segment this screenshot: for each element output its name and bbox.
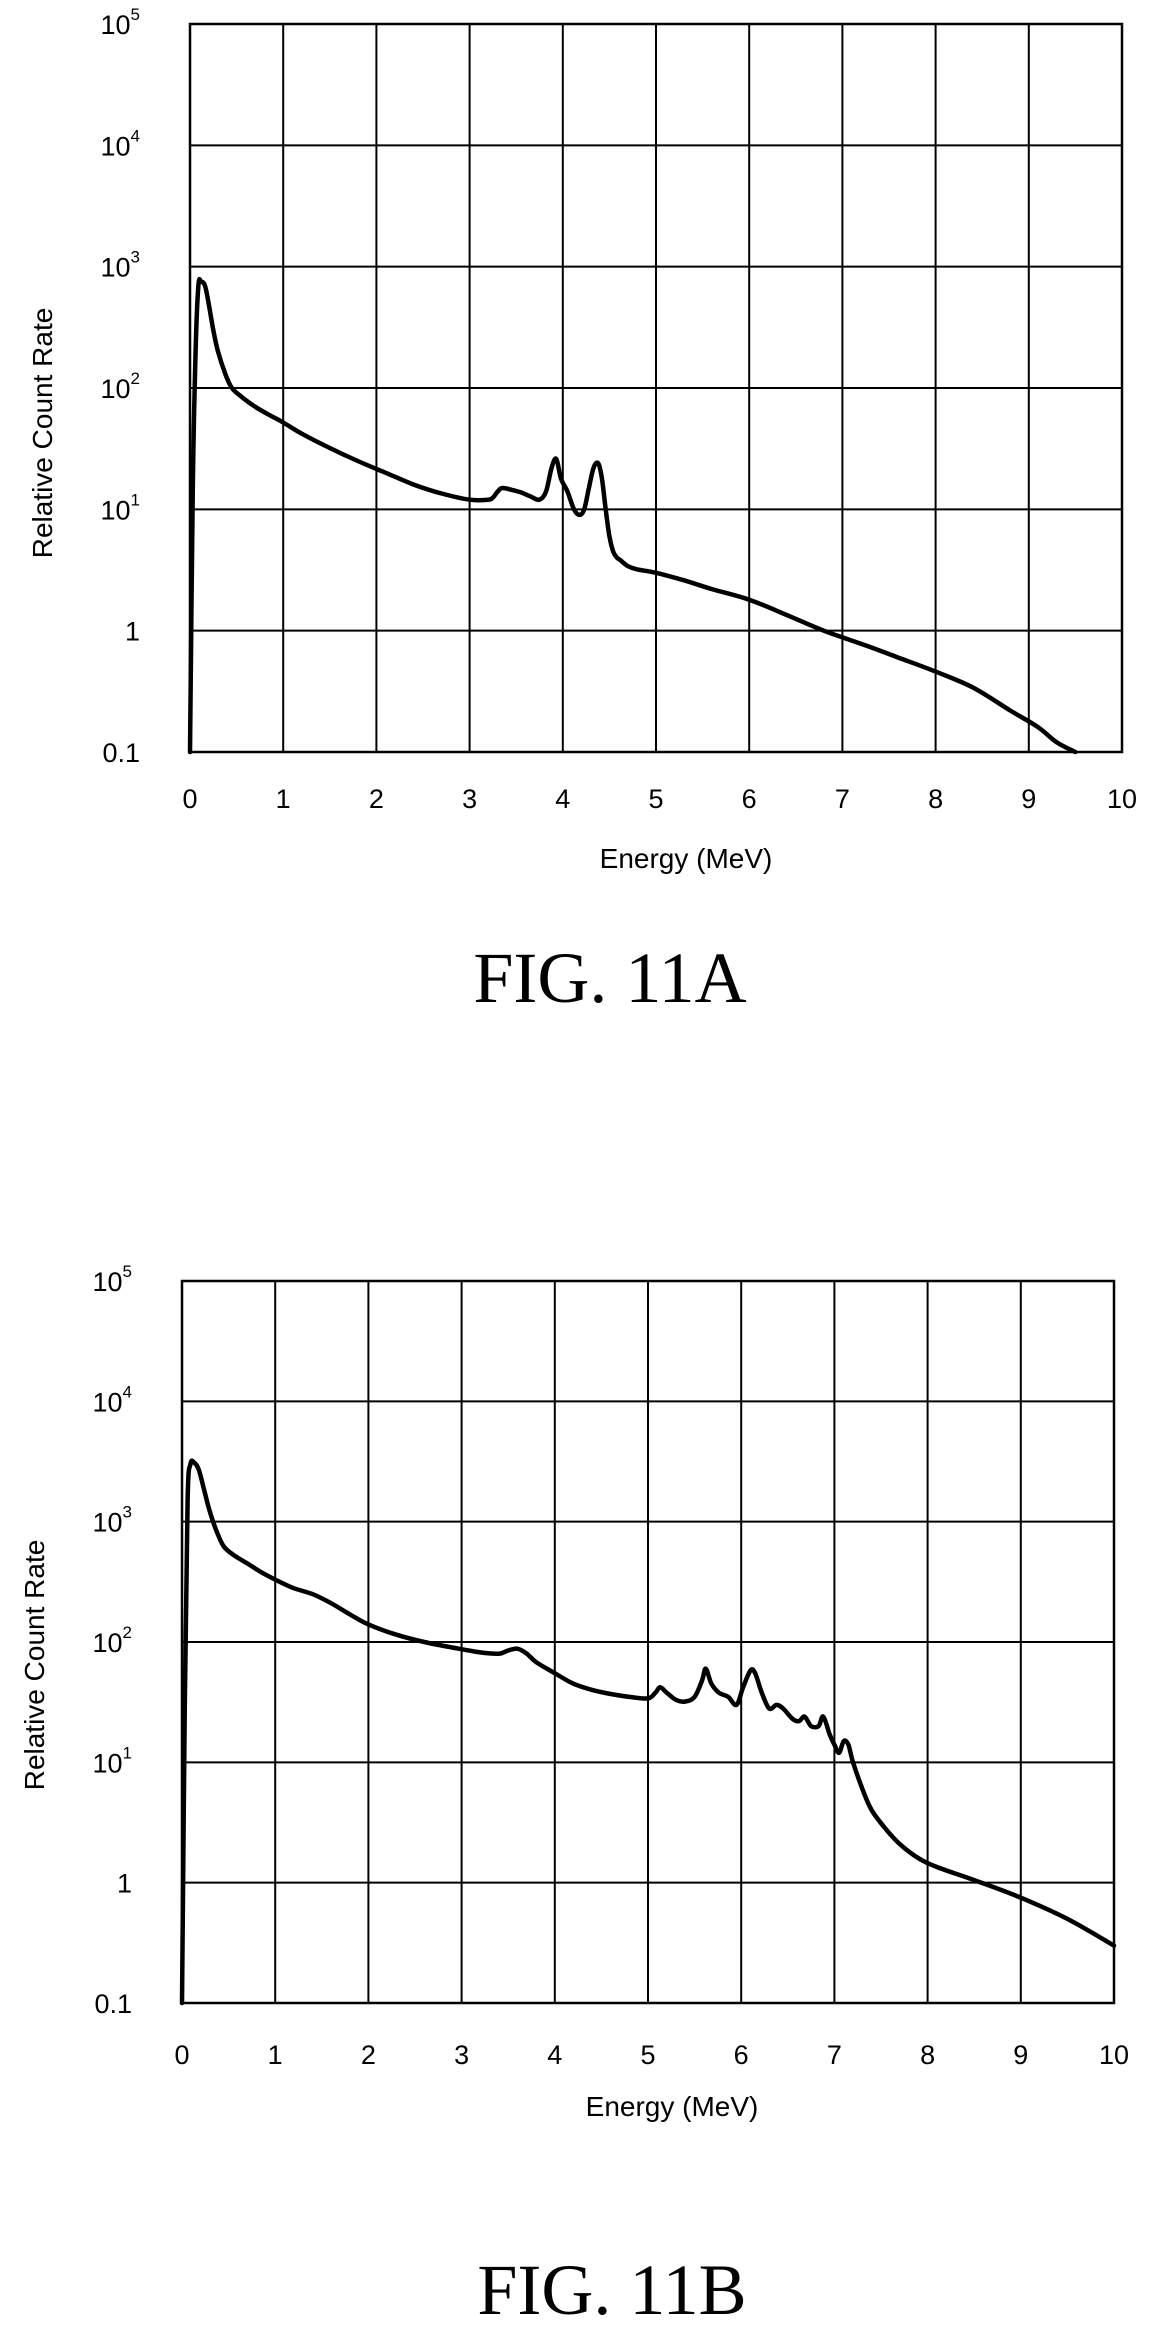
tick-labels: 0 1 2 3 4 5 6 7 8 9 10 0.1 1 101 102 103 104 105 <box>100 5 1137 814</box>
x-tick-label: 9 <box>1013 2040 1028 2070</box>
y-tick-label: 102 <box>100 369 140 404</box>
y-tick-label: 104 <box>92 1382 132 1417</box>
y-axis-title: Relative Count Rate <box>19 1540 50 1791</box>
y-tick-label: 103 <box>92 1503 132 1538</box>
y-axis-title: Relative Count Rate <box>27 308 58 559</box>
x-tick-label: 3 <box>454 2040 469 2070</box>
x-tick-label: 8 <box>928 784 943 814</box>
x-tick-label: 6 <box>742 784 757 814</box>
x-axis-title: Energy (MeV) <box>600 843 773 874</box>
grid-lines <box>180 1279 1116 2005</box>
series-line <box>179 1458 1117 2006</box>
y-tick-label: 1 <box>125 617 140 647</box>
y-tick-label: 0.1 <box>94 1989 132 2019</box>
chart-fig-11a: 0 1 2 3 4 5 6 7 8 9 10 0.1 1 101 102 103 104 105 Energy (… <box>27 5 1137 1018</box>
x-tick-label: 5 <box>640 2040 655 2070</box>
y-tick-label: 105 <box>92 1262 132 1297</box>
x-tick-label: 4 <box>547 2040 562 2070</box>
x-tick-label: 10 <box>1107 784 1137 814</box>
y-tick-label: 0.1 <box>102 738 140 768</box>
figure-title: FIG. 11B <box>477 2250 746 2330</box>
x-tick-label: 0 <box>182 784 197 814</box>
y-tick-label: 105 <box>100 5 140 40</box>
x-tick-label: 2 <box>361 2040 376 2070</box>
x-tick-label: 7 <box>827 2040 842 2070</box>
x-tick-label: 1 <box>268 2040 283 2070</box>
chart-fig-11b: 0 1 2 3 4 5 6 7 8 9 10 0.1 1 101 102 103 104 105 Energy (… <box>19 1262 1129 2330</box>
y-tick-label: 101 <box>100 490 140 525</box>
tick-labels: 0 1 2 3 4 5 6 7 8 9 10 0.1 1 101 102 103 104 105 <box>92 1262 1129 2070</box>
y-tick-label: 104 <box>100 126 140 161</box>
x-tick-label: 10 <box>1099 2040 1129 2070</box>
x-tick-label: 4 <box>555 784 570 814</box>
plot-frame <box>188 22 1124 754</box>
x-tick-label: 9 <box>1021 784 1036 814</box>
grid-lines <box>188 22 1124 754</box>
x-tick-label: 2 <box>369 784 384 814</box>
x-tick-label: 6 <box>734 2040 749 2070</box>
y-tick-label: 1 <box>117 1869 132 1899</box>
y-tick-label: 103 <box>100 248 140 283</box>
x-tick-label: 0 <box>174 2040 189 2070</box>
series-line <box>187 276 1078 755</box>
x-tick-label: 3 <box>462 784 477 814</box>
y-tick-label: 102 <box>92 1623 132 1658</box>
figure-title: FIG. 11A <box>473 938 746 1018</box>
plot-frame <box>180 1279 1116 2005</box>
x-tick-label: 5 <box>648 784 663 814</box>
x-axis-title: Energy (MeV) <box>586 2091 759 2122</box>
x-tick-label: 1 <box>276 784 291 814</box>
x-tick-label: 8 <box>920 2040 935 2070</box>
y-tick-label: 101 <box>92 1743 132 1778</box>
x-tick-label: 7 <box>835 784 850 814</box>
